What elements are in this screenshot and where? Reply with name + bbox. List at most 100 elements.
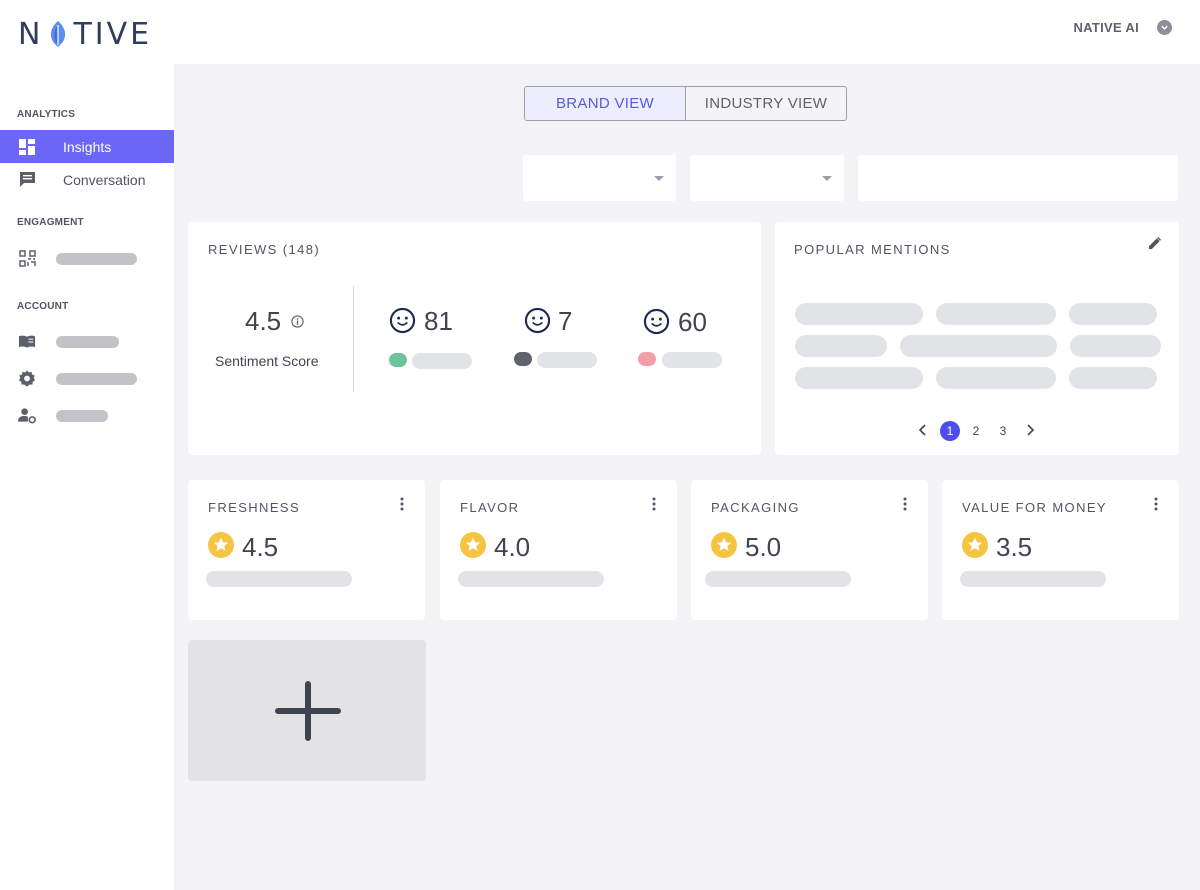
user-name: NATIVE AI: [1073, 20, 1139, 35]
user-menu[interactable]: NATIVE AI: [1073, 20, 1172, 35]
metric-title: FLAVOR: [460, 500, 520, 515]
placeholder-pill: [705, 571, 851, 587]
sidebar-item-insights[interactable]: Insights: [0, 130, 174, 163]
filter-dropdown-2[interactable]: [690, 155, 844, 201]
native-logo[interactable]: N TIVE: [18, 14, 152, 54]
more-vertical-icon[interactable]: [400, 496, 404, 512]
caret-down-icon: [654, 176, 664, 181]
industry-view-button[interactable]: INDUSTRY VIEW: [704, 95, 828, 112]
mention-pill: [1069, 303, 1157, 325]
sentiment-score-value: 4.5: [245, 306, 282, 336]
sidebar-item-conversation[interactable]: Conversation: [0, 163, 174, 196]
review-count-neutral: 7: [558, 306, 573, 336]
reviews-card: REVIEWS (148) 4.5 Sentiment Score 81 7 6…: [188, 222, 761, 455]
more-vertical-icon[interactable]: [652, 496, 656, 512]
mention-pill: [936, 367, 1056, 389]
brand-view-button[interactable]: BRAND VIEW: [525, 87, 686, 120]
star-icon: [711, 532, 737, 558]
mention-pill: [900, 335, 1057, 357]
logo-text-end: TIVE: [73, 16, 153, 52]
edit-pencil-icon[interactable]: [1148, 237, 1161, 250]
mention-pill: [795, 367, 923, 389]
negative-dot: [638, 352, 656, 366]
top-header: N TIVE NATIVE AI: [0, 0, 1200, 64]
placeholder-pill: [412, 353, 472, 369]
smile-icon: [643, 308, 670, 335]
metric-card-packaging[interactable]: PACKAGING 5.0: [691, 480, 928, 620]
metric-value: 4.0: [494, 532, 531, 562]
metric-title: VALUE FOR MONEY: [962, 500, 1108, 515]
review-count-negative: 60: [678, 307, 707, 337]
mention-pill: [795, 303, 923, 325]
caret-down-icon: [822, 176, 832, 181]
book-icon: [18, 333, 36, 351]
placeholder-pill: [662, 352, 722, 368]
mention-pill: [1069, 367, 1157, 389]
neutral-dot: [514, 352, 532, 366]
sidebar-item-user-settings[interactable]: [0, 399, 174, 432]
dashboard-icon: [18, 138, 36, 156]
metric-card-value-for-money[interactable]: VALUE FOR MONEY 3.5: [942, 480, 1179, 620]
qr-code-icon: [18, 250, 36, 268]
page-button-1[interactable]: 1: [940, 421, 960, 441]
page-button-2[interactable]: 2: [972, 424, 980, 438]
more-vertical-icon[interactable]: [903, 496, 907, 512]
info-icon[interactable]: [291, 315, 304, 328]
popular-mentions-title: POPULAR MENTIONS: [794, 242, 951, 257]
metric-title: FRESHNESS: [208, 500, 301, 515]
sidebar-item-label: Conversation: [63, 171, 146, 188]
leaf-logo-icon: [51, 21, 66, 47]
sidebar-item-settings[interactable]: [0, 362, 174, 395]
star-icon: [208, 532, 234, 558]
user-settings-icon: [18, 407, 36, 425]
placeholder-pill: [960, 571, 1106, 587]
metric-value: 3.5: [996, 532, 1033, 562]
sidebar-item-book[interactable]: [0, 325, 174, 358]
mention-pill: [936, 303, 1056, 325]
reviews-title: REVIEWS (148): [208, 242, 321, 257]
chevron-down-icon[interactable]: [1157, 20, 1172, 35]
page-button-3[interactable]: 3: [999, 424, 1007, 438]
chevron-left-icon[interactable]: [918, 423, 928, 437]
metric-card-flavor[interactable]: FLAVOR 4.0: [440, 480, 677, 620]
chevron-right-icon[interactable]: [1025, 423, 1035, 437]
placeholder-label: [56, 252, 137, 265]
view-toggle: BRAND VIEW INDUSTRY VIEW: [524, 86, 847, 121]
placeholder-label: [56, 335, 119, 348]
filter-dropdown-1[interactable]: [523, 155, 676, 201]
sentiment-score-group: 4.5: [245, 306, 304, 337]
sidebar-item-label: Insights: [63, 138, 112, 155]
mention-pill: [1070, 335, 1161, 357]
section-title-account: ACCOUNT: [17, 301, 69, 312]
sentiment-score-label: Sentiment Score: [215, 353, 319, 369]
metric-value: 4.5: [242, 532, 279, 562]
metric-value: 5.0: [745, 532, 782, 562]
placeholder-pill: [458, 571, 604, 587]
chat-icon: [18, 171, 36, 189]
divider: [353, 286, 354, 392]
review-count-positive: 81: [424, 306, 453, 336]
placeholder-pill: [537, 352, 597, 368]
section-title-analytics: ANALYTICS: [17, 109, 76, 120]
gear-icon: [18, 370, 36, 388]
metric-card-freshness[interactable]: FRESHNESS 4.5: [188, 480, 425, 620]
metric-title: PACKAGING: [711, 500, 800, 515]
section-title-engagment: ENGAGMENT: [17, 217, 84, 228]
placeholder-label: [56, 372, 137, 385]
placeholder-pill: [206, 571, 352, 587]
smile-icon: [524, 307, 551, 334]
positive-dot: [389, 353, 407, 367]
add-widget-button[interactable]: [188, 640, 426, 781]
star-icon: [460, 532, 486, 558]
filter-input[interactable]: [858, 155, 1178, 201]
smile-icon: [389, 307, 416, 334]
more-vertical-icon[interactable]: [1154, 496, 1158, 512]
sidebar-item-qr[interactable]: [0, 242, 174, 275]
sidebar: ANALYTICS Insights Conversation ENGAGMEN…: [0, 64, 174, 890]
placeholder-label: [56, 409, 108, 422]
popular-mentions-card: POPULAR MENTIONS: [775, 222, 1179, 455]
plus-icon: [275, 681, 341, 741]
mention-pill: [795, 335, 887, 357]
logo-text-start: N: [18, 16, 44, 52]
star-icon: [962, 532, 988, 558]
